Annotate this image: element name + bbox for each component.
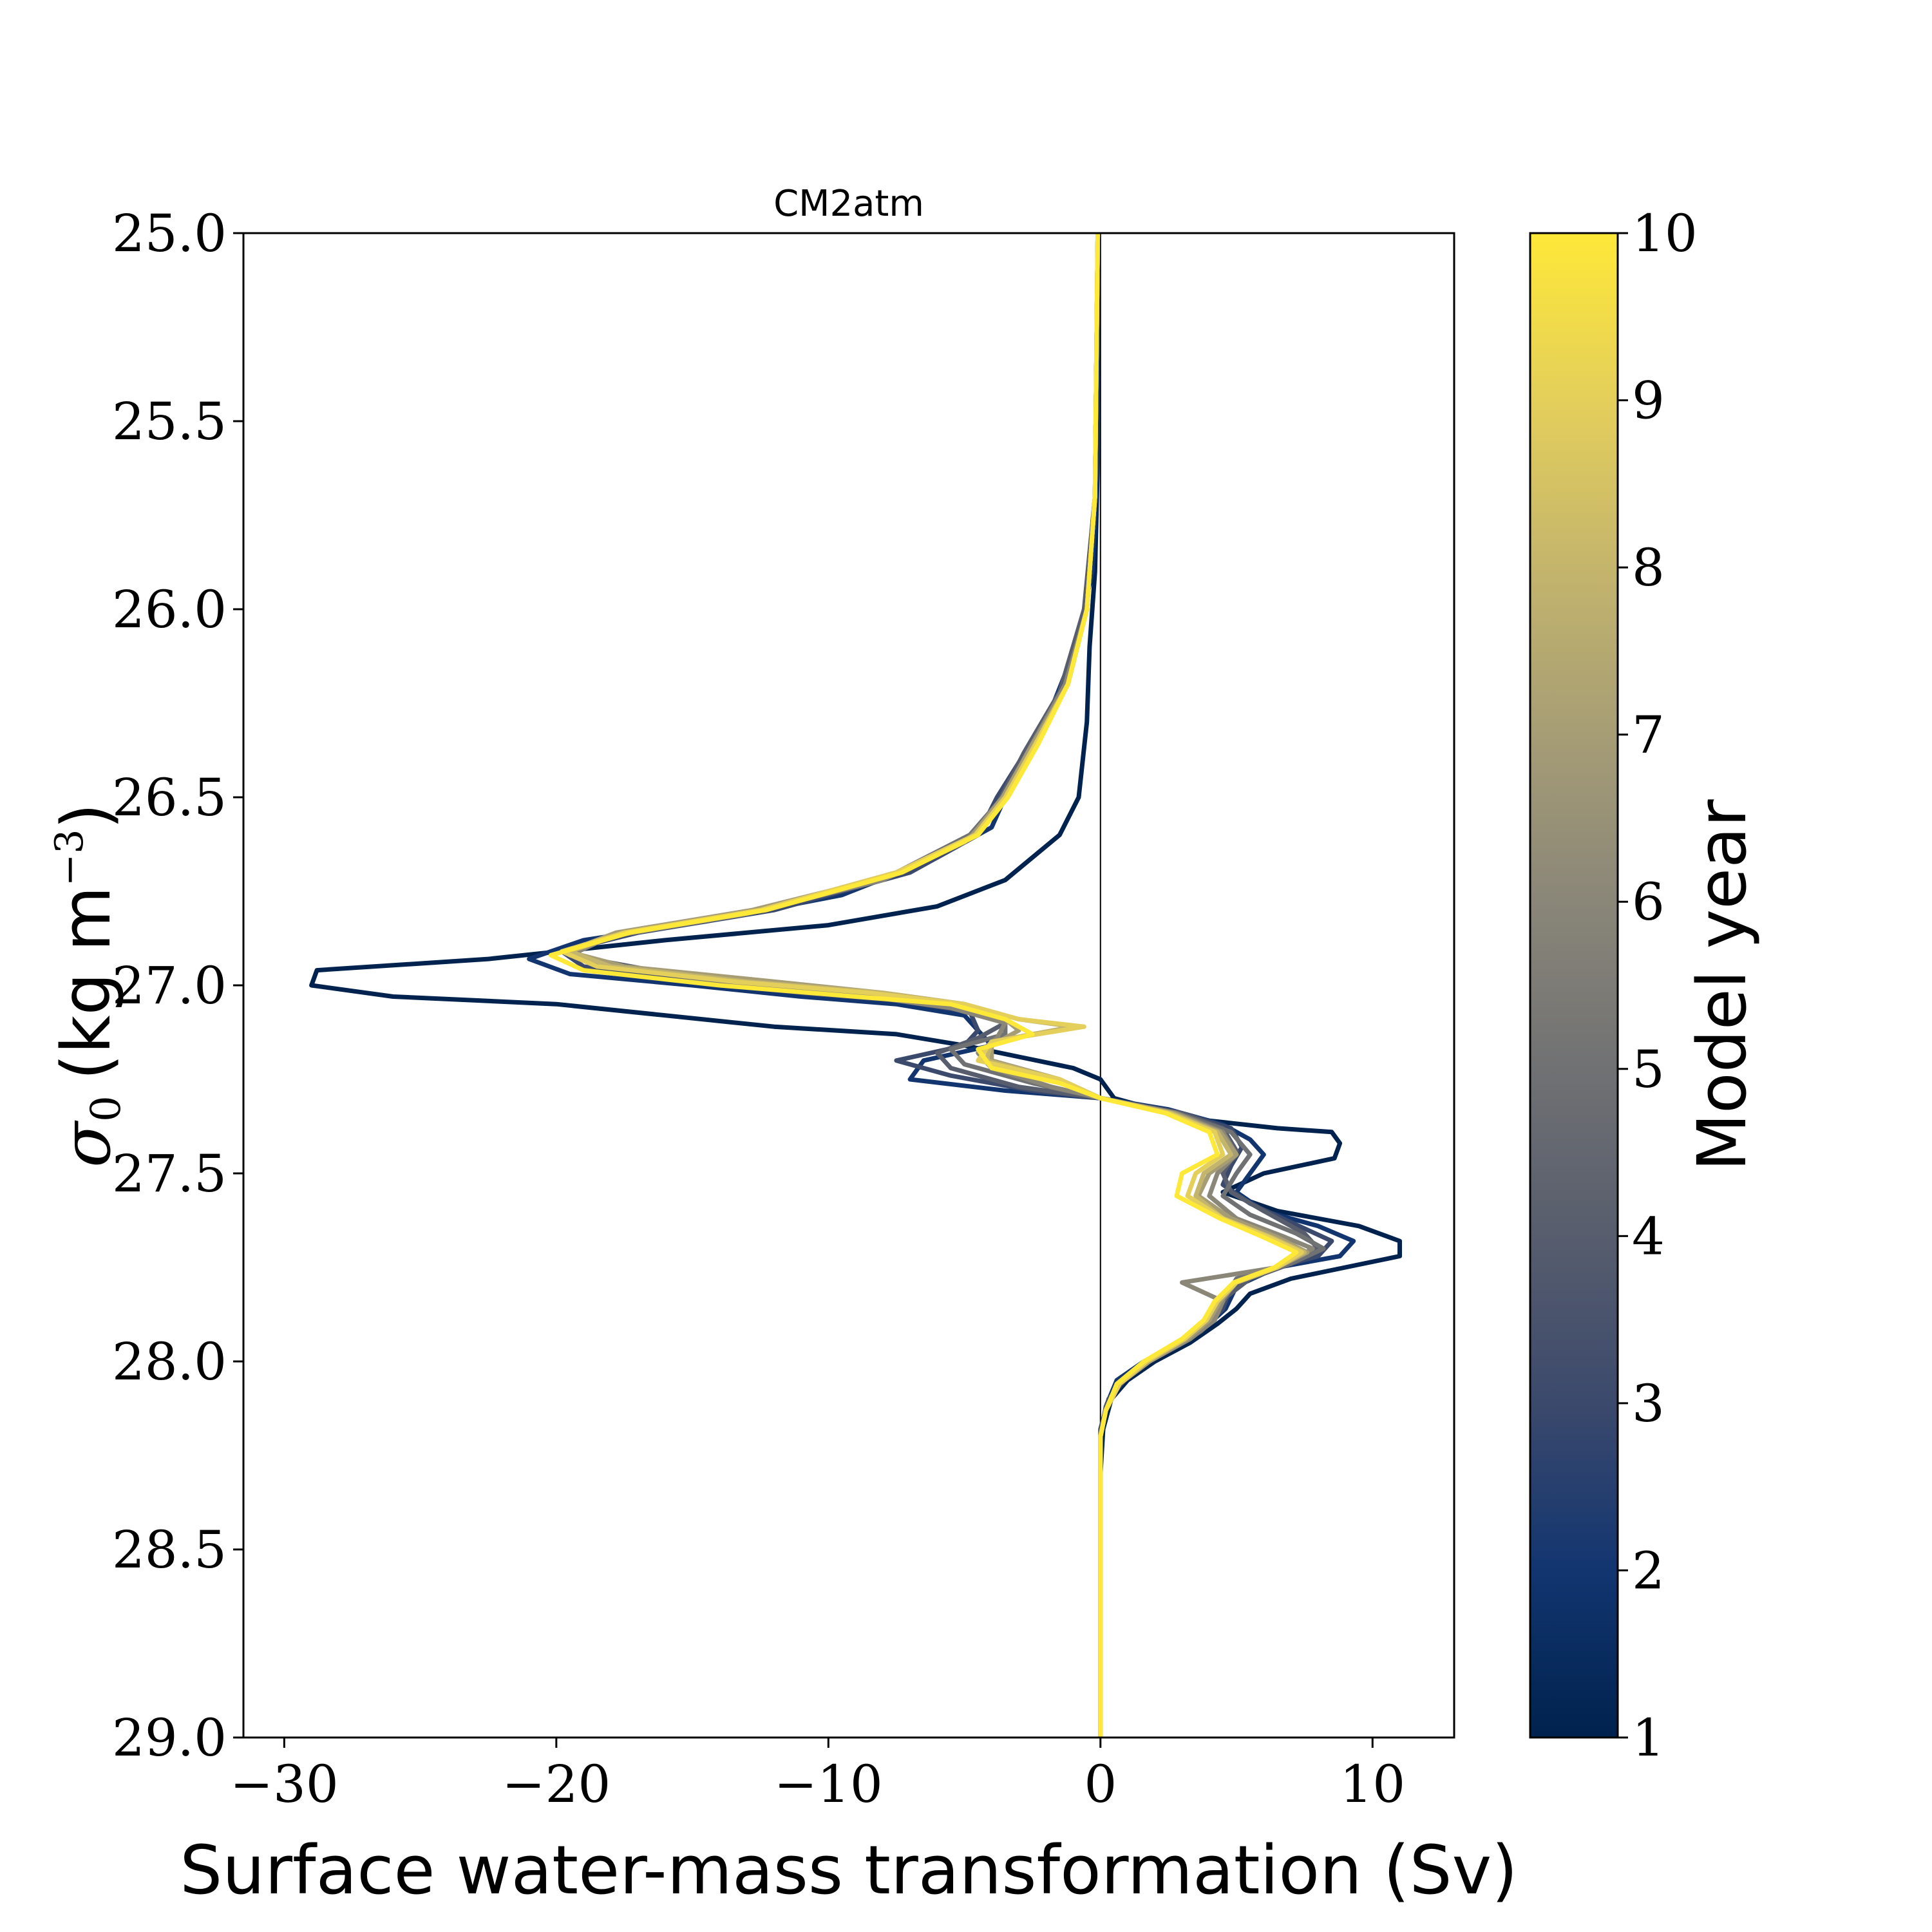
colorbar-gradient	[1530, 233, 1618, 1738]
y-tick-label: 27.5	[112, 1144, 227, 1204]
x-tick-label: −20	[502, 1754, 611, 1814]
colorbar-tick-label: 7	[1632, 705, 1665, 765]
y-axis-label-unit: (kg m	[47, 886, 126, 1080]
x-axis-label: Surface water-mass transformation (Sv)	[180, 1831, 1517, 1909]
y-tick-label: 25.5	[112, 392, 227, 451]
y-tick-label: 29.0	[112, 1708, 227, 1768]
series-line-year-10	[548, 233, 1299, 1738]
y-axis-label-symbol: σ	[47, 1120, 126, 1168]
colorbar-tick-label: 6	[1632, 872, 1665, 932]
x-tick-label: 0	[1084, 1754, 1117, 1814]
colorbar-label: Model year	[1683, 799, 1761, 1171]
x-tick-label: −10	[774, 1754, 883, 1814]
y-tick-label: 28.5	[112, 1520, 227, 1580]
y-tick-label: 26.5	[112, 768, 227, 828]
colorbar-tick-label: 2	[1632, 1540, 1665, 1600]
colorbar-tick-label: 10	[1632, 204, 1698, 263]
y-axis-label-exponent: −3	[47, 829, 92, 886]
y-tick-label: 28.0	[112, 1332, 227, 1392]
colorbar-tick-label: 5	[1632, 1039, 1665, 1099]
colorbar-tick-label: 8	[1632, 538, 1665, 598]
colorbar-tick-label: 1	[1632, 1708, 1665, 1768]
y-tick-label: 26.0	[112, 580, 227, 639]
colorbar-ticks: 1 2 3 4 5 6 7 8 9 10	[1618, 204, 1698, 1768]
series-group	[309, 233, 1402, 1738]
colorbar-tick-label: 3	[1632, 1374, 1665, 1434]
chart-title: CM2atm	[773, 183, 924, 225]
y-axis-label-close: )	[47, 803, 126, 829]
colorbar-tick-label: 4	[1632, 1206, 1665, 1266]
x-tick-label: −30	[230, 1754, 339, 1814]
x-axis: −30 −20 −10 0 10	[230, 1738, 1405, 1814]
y-axis-label-subscript: 0	[82, 1095, 130, 1122]
y-tick-label: 27.0	[112, 956, 227, 1016]
x-tick-label: 10	[1340, 1754, 1405, 1814]
y-axis: 25.0 25.5 26.0 26.5 27.0 27.5 28.0 28.5 29.0	[112, 204, 243, 1768]
colorbar: 1 2 3 4 5 6 7 8 9 10 Model year	[1529, 204, 1761, 1768]
y-tick-label: 25.0	[112, 204, 227, 263]
colorbar-frame	[1529, 232, 1619, 1739]
colorbar-tick-label: 9	[1632, 371, 1665, 431]
y-axis-label: σ0 (kg m−3)	[47, 803, 130, 1168]
